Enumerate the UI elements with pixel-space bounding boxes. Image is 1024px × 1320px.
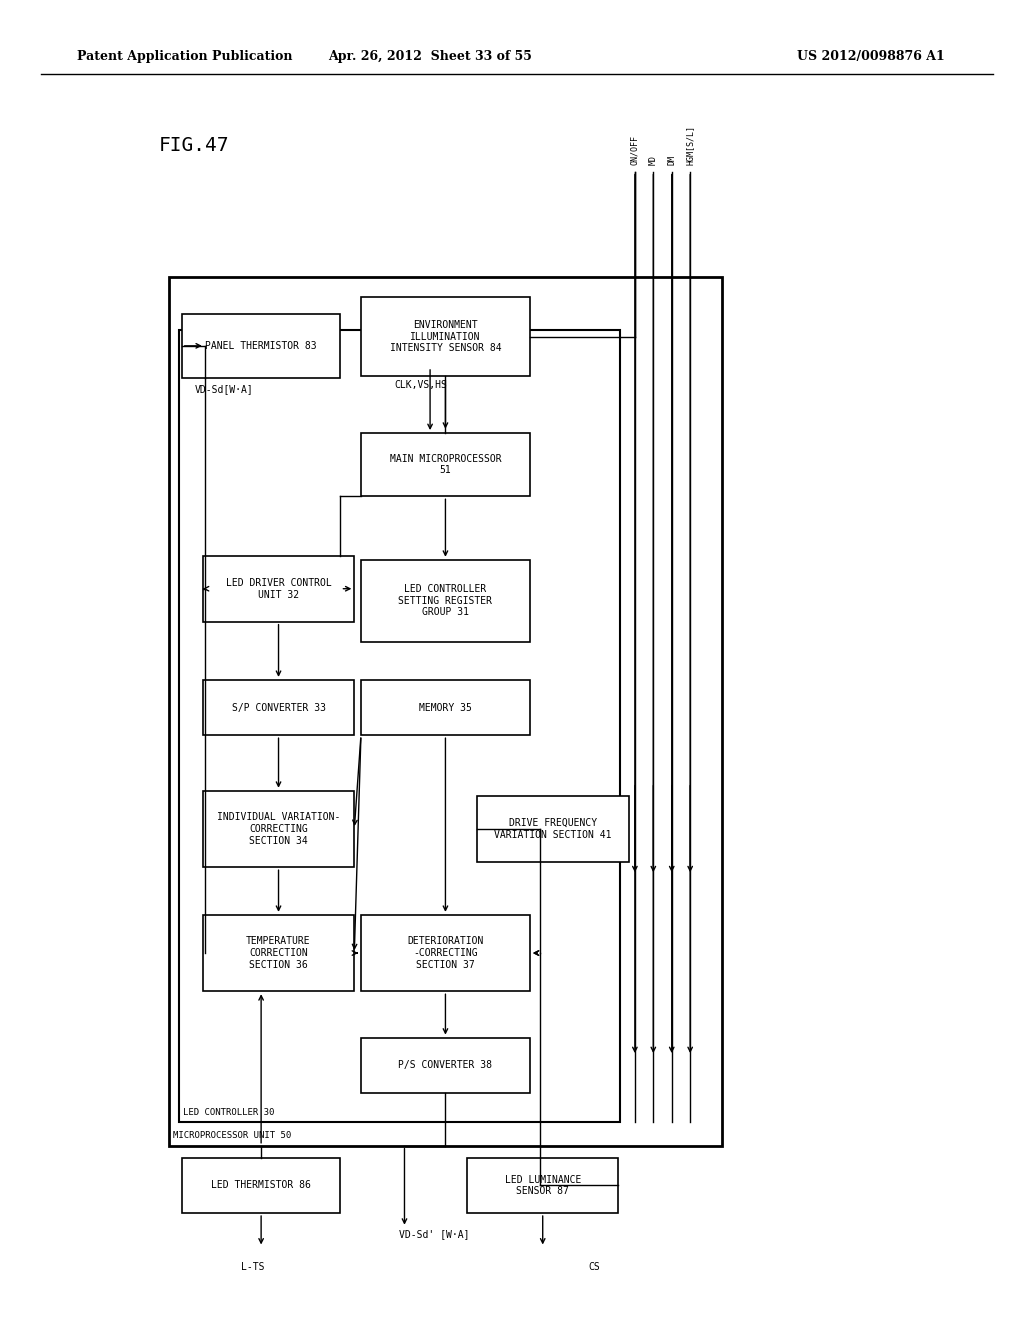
Text: US 2012/0098876 A1: US 2012/0098876 A1 bbox=[797, 50, 944, 63]
Bar bbox=[360, 560, 530, 642]
Bar bbox=[360, 915, 530, 991]
Text: DRIVE FREQUENCY
VARIATION SECTION 41: DRIVE FREQUENCY VARIATION SECTION 41 bbox=[495, 818, 611, 840]
Text: P/S CONVERTER 38: P/S CONVERTER 38 bbox=[398, 1060, 493, 1071]
Text: LED LUMINANCE
SENSOR 87: LED LUMINANCE SENSOR 87 bbox=[505, 1175, 581, 1196]
Bar bbox=[203, 556, 354, 622]
Bar bbox=[182, 1158, 340, 1213]
Text: MAIN MICROPROCESSOR
51: MAIN MICROPROCESSOR 51 bbox=[389, 454, 502, 475]
Text: CLK,VS,HS: CLK,VS,HS bbox=[394, 380, 447, 391]
Text: ON/OFF: ON/OFF bbox=[631, 135, 639, 165]
Text: VD-Sd[W·A]: VD-Sd[W·A] bbox=[195, 384, 253, 395]
Bar bbox=[203, 791, 354, 867]
Text: FIG.47: FIG.47 bbox=[159, 136, 229, 154]
Text: LED CONTROLLER
SETTING REGISTER
GROUP 31: LED CONTROLLER SETTING REGISTER GROUP 31 bbox=[398, 583, 493, 618]
Text: L-TS: L-TS bbox=[241, 1262, 264, 1272]
Text: PANEL THERMISTOR 83: PANEL THERMISTOR 83 bbox=[205, 341, 317, 351]
Text: MEMORY 35: MEMORY 35 bbox=[419, 702, 472, 713]
Bar bbox=[360, 297, 530, 376]
Bar bbox=[182, 314, 340, 378]
Text: HGM[S/L]: HGM[S/L] bbox=[686, 125, 694, 165]
Bar bbox=[179, 330, 620, 1122]
Text: DETERIORATION
-CORRECTING
SECTION 37: DETERIORATION -CORRECTING SECTION 37 bbox=[408, 936, 483, 970]
Bar bbox=[203, 915, 354, 991]
Bar bbox=[169, 277, 722, 1146]
Bar bbox=[467, 1158, 618, 1213]
Bar bbox=[360, 1038, 530, 1093]
Text: LED CONTROLLER 30: LED CONTROLLER 30 bbox=[183, 1107, 274, 1117]
Text: Apr. 26, 2012  Sheet 33 of 55: Apr. 26, 2012 Sheet 33 of 55 bbox=[328, 50, 532, 63]
Text: CS: CS bbox=[589, 1262, 600, 1272]
Text: VD-Sd' [W·A]: VD-Sd' [W·A] bbox=[399, 1229, 470, 1239]
Text: DM: DM bbox=[668, 154, 676, 165]
Bar bbox=[203, 680, 354, 735]
Text: S/P CONVERTER 33: S/P CONVERTER 33 bbox=[231, 702, 326, 713]
Text: LED DRIVER CONTROL
UNIT 32: LED DRIVER CONTROL UNIT 32 bbox=[225, 578, 332, 599]
Bar bbox=[360, 680, 530, 735]
Text: Patent Application Publication: Patent Application Publication bbox=[77, 50, 292, 63]
Bar bbox=[477, 796, 629, 862]
Bar bbox=[360, 433, 530, 496]
Text: TEMPERATURE
CORRECTION
SECTION 36: TEMPERATURE CORRECTION SECTION 36 bbox=[246, 936, 311, 970]
Text: ENVIRONMENT
ILLUMINATION
INTENSITY SENSOR 84: ENVIRONMENT ILLUMINATION INTENSITY SENSO… bbox=[389, 319, 502, 354]
Text: MD: MD bbox=[649, 154, 657, 165]
Text: INDIVIDUAL VARIATION-
CORRECTING
SECTION 34: INDIVIDUAL VARIATION- CORRECTING SECTION… bbox=[217, 812, 340, 846]
Text: MICROPROCESSOR UNIT 50: MICROPROCESSOR UNIT 50 bbox=[173, 1131, 291, 1140]
Text: LED THERMISTOR 86: LED THERMISTOR 86 bbox=[211, 1180, 311, 1191]
